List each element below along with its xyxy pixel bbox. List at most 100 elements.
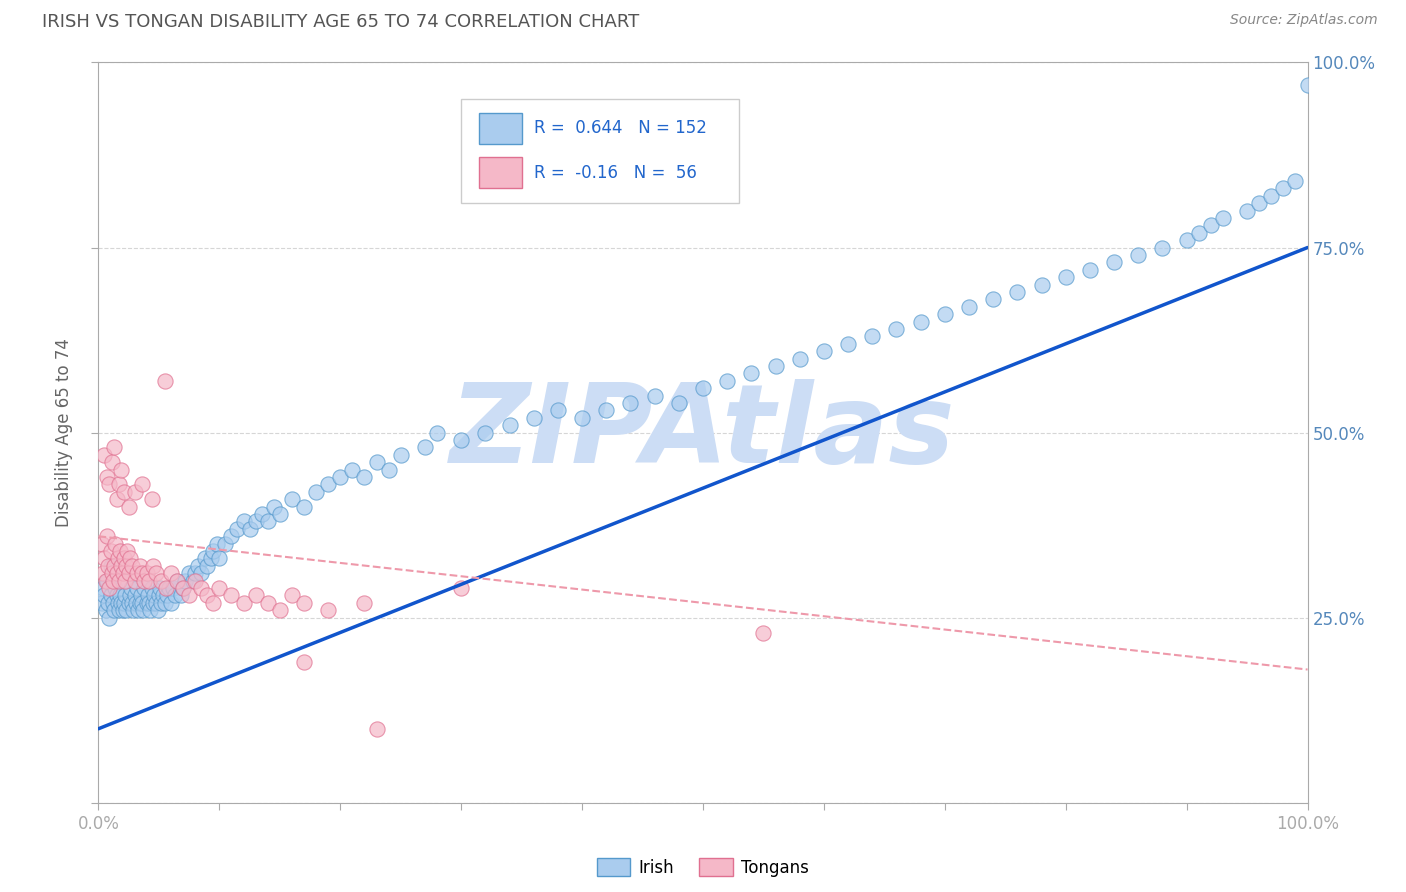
- Point: [94, 603, 117, 617]
- Point: [245, 589, 267, 603]
- Point: [163, 589, 186, 603]
- Point: [143, 589, 166, 603]
- Point: [221, 529, 243, 543]
- FancyBboxPatch shape: [479, 157, 522, 188]
- Point: [127, 603, 149, 617]
- Point: [141, 581, 163, 595]
- FancyBboxPatch shape: [479, 112, 522, 144]
- Point: [138, 596, 160, 610]
- Point: [112, 596, 135, 610]
- Point: [208, 581, 231, 595]
- Point: [103, 558, 125, 573]
- Point: [135, 596, 157, 610]
- Point: [934, 307, 956, 321]
- Point: [366, 455, 388, 469]
- Point: [155, 581, 177, 595]
- Point: [160, 596, 183, 610]
- Point: [184, 566, 207, 581]
- Point: [190, 566, 212, 581]
- Text: Source: ZipAtlas.com: Source: ZipAtlas.com: [1230, 13, 1378, 28]
- Point: [281, 492, 304, 507]
- Point: [105, 589, 128, 603]
- Point: [114, 574, 136, 588]
- Point: [131, 477, 153, 491]
- Point: [97, 596, 120, 610]
- Point: [160, 566, 183, 581]
- Point: [292, 596, 315, 610]
- Point: [179, 589, 201, 603]
- Y-axis label: Disability Age 65 to 74: Disability Age 65 to 74: [55, 338, 73, 527]
- Point: [1031, 277, 1053, 292]
- Point: [127, 566, 149, 581]
- Point: [112, 551, 135, 566]
- Point: [166, 574, 188, 588]
- Point: [474, 425, 496, 440]
- Point: [112, 484, 135, 499]
- Point: [120, 581, 142, 595]
- Point: [141, 492, 163, 507]
- Point: [101, 596, 124, 610]
- Point: [110, 462, 132, 476]
- Point: [202, 596, 225, 610]
- Point: [111, 603, 134, 617]
- Point: [232, 596, 254, 610]
- Point: [413, 441, 436, 455]
- Point: [668, 396, 690, 410]
- Point: [1102, 255, 1125, 269]
- Point: [139, 603, 162, 617]
- Point: [221, 589, 243, 603]
- Point: [128, 596, 150, 610]
- Point: [179, 566, 201, 581]
- Point: [114, 589, 136, 603]
- Point: [118, 551, 141, 566]
- Point: [342, 462, 364, 476]
- Point: [1152, 240, 1174, 255]
- Point: [153, 596, 176, 610]
- Point: [91, 536, 114, 550]
- Point: [138, 574, 160, 588]
- Point: [162, 581, 184, 595]
- Point: [157, 581, 180, 595]
- Point: [136, 589, 159, 603]
- Point: [148, 589, 170, 603]
- Point: [135, 566, 157, 581]
- Point: [149, 581, 172, 595]
- Point: [1188, 226, 1211, 240]
- Point: [122, 603, 145, 617]
- Point: [124, 574, 146, 588]
- Point: [256, 596, 278, 610]
- Point: [91, 581, 114, 595]
- Point: [263, 500, 285, 514]
- Point: [101, 574, 124, 588]
- Text: IRISH VS TONGAN DISABILITY AGE 65 TO 74 CORRELATION CHART: IRISH VS TONGAN DISABILITY AGE 65 TO 74 …: [42, 13, 640, 31]
- Point: [107, 551, 129, 566]
- Point: [305, 484, 328, 499]
- Point: [118, 596, 141, 610]
- Point: [146, 603, 169, 617]
- Point: [100, 544, 122, 558]
- Point: [98, 477, 121, 491]
- Point: [129, 589, 152, 603]
- Point: [752, 625, 775, 640]
- Point: [98, 581, 121, 595]
- Text: R =  -0.16   N =  56: R = -0.16 N = 56: [534, 164, 696, 182]
- Point: [292, 655, 315, 669]
- Point: [910, 314, 932, 328]
- Point: [145, 566, 167, 581]
- Point: [107, 596, 129, 610]
- Point: [1260, 188, 1282, 202]
- Point: [184, 574, 207, 588]
- Point: [1296, 78, 1319, 92]
- Point: [150, 596, 173, 610]
- Point: [226, 522, 249, 536]
- Point: [886, 322, 908, 336]
- Point: [128, 558, 150, 573]
- Point: [389, 448, 412, 462]
- Point: [1272, 181, 1295, 195]
- FancyBboxPatch shape: [461, 99, 740, 203]
- Point: [595, 403, 617, 417]
- Point: [860, 329, 883, 343]
- Point: [108, 574, 131, 588]
- Point: [1199, 219, 1222, 233]
- Point: [692, 381, 714, 395]
